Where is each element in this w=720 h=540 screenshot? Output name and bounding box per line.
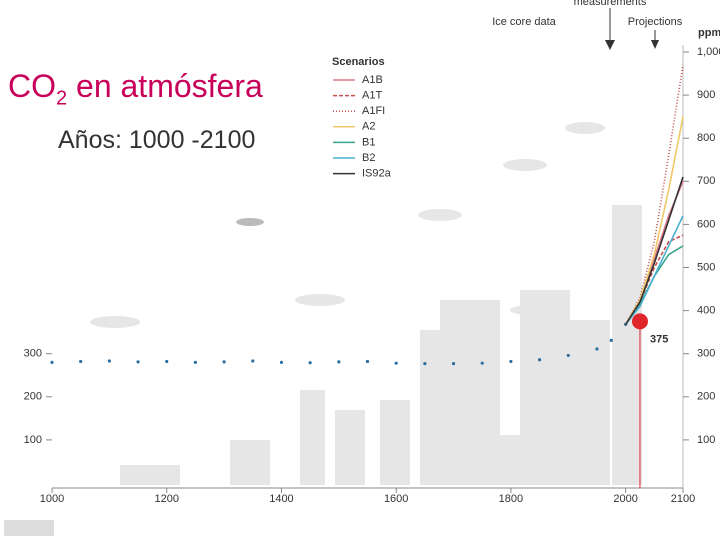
title-text: CO <box>8 68 56 104</box>
legend-label: A1B <box>362 74 383 86</box>
ice-core-point <box>595 347 599 351</box>
y2-tick-label: 300 <box>697 348 715 360</box>
ice-core-point <box>251 359 255 363</box>
ice-core-point <box>193 360 198 364</box>
logos <box>4 520 54 536</box>
unit-label: ppm <box>698 27 720 39</box>
x-tick-label: 1400 <box>269 493 293 505</box>
measurements-label: measurements <box>574 0 647 8</box>
x-tick-label: 1000 <box>40 493 64 505</box>
y2-tick-label: 700 <box>697 175 715 187</box>
ice-core-point <box>451 362 456 366</box>
y-tick-label: 200 <box>24 391 42 403</box>
ice-core-point <box>165 359 169 364</box>
projections-label: Projections <box>628 16 683 28</box>
x-tick-label: 1600 <box>384 493 408 505</box>
ice-core-point <box>50 360 54 364</box>
y2-tick-label: 600 <box>697 218 715 230</box>
title: CO2 en atmósfera <box>8 68 263 110</box>
y-tick-label: 100 <box>24 434 42 446</box>
subtitle: Años: 1000 -2100 <box>58 126 256 154</box>
arrow-head <box>605 40 615 50</box>
annotation-label: 375 <box>650 333 668 345</box>
legend-label: B1 <box>362 136 375 148</box>
annotation-point <box>631 313 648 330</box>
y2-tick-label: 500 <box>697 261 715 273</box>
legend-label: IS92a <box>362 168 392 180</box>
ice-core-point <box>537 358 542 362</box>
scenario-line <box>624 176 684 325</box>
y2-tick-label: 100 <box>697 434 715 446</box>
ice-core-point <box>480 361 484 365</box>
x-tick-label: 1200 <box>154 493 178 505</box>
ice-core-point <box>136 360 140 364</box>
scenario-line <box>624 234 684 325</box>
y2-tick-label: 1,000 <box>697 46 720 58</box>
ice-core-point <box>394 361 398 365</box>
legend-label: A1T <box>362 90 382 102</box>
x-tick-label: 1800 <box>499 493 523 505</box>
scenario-line <box>625 215 684 325</box>
y2-tick-label: 900 <box>697 89 715 101</box>
ice-core-point <box>107 359 111 363</box>
ice-core-point <box>79 359 83 364</box>
x-tick-label: 2100 <box>671 493 695 505</box>
ice-core-point <box>222 360 226 364</box>
ice-core-point <box>609 338 613 342</box>
background-skyline <box>90 122 642 485</box>
ice-core-point <box>279 360 284 364</box>
legend-title: Scenarios <box>332 56 385 68</box>
legend-label: A2 <box>362 121 375 133</box>
y2-tick-label: 400 <box>697 305 715 317</box>
ice-core-point <box>423 362 427 366</box>
ice-core-point <box>566 353 570 358</box>
legend-label: B2 <box>362 152 375 164</box>
x-tick-label: 2000 <box>613 493 637 505</box>
title-text: en atmósfera <box>67 68 263 104</box>
ice-core-point <box>365 359 370 364</box>
title-subscript: 2 <box>56 87 68 110</box>
y2-tick-label: 800 <box>697 132 715 144</box>
arrow-head <box>651 40 659 49</box>
ice-core-point <box>509 359 513 364</box>
y2-tick-label: 200 <box>697 391 715 403</box>
y-tick-label: 300 <box>24 348 42 360</box>
ice-core-point <box>337 360 341 364</box>
ice-core-label: Ice core data <box>492 16 556 28</box>
ice-core-point <box>308 361 312 365</box>
legend-label: A1FI <box>362 105 385 117</box>
